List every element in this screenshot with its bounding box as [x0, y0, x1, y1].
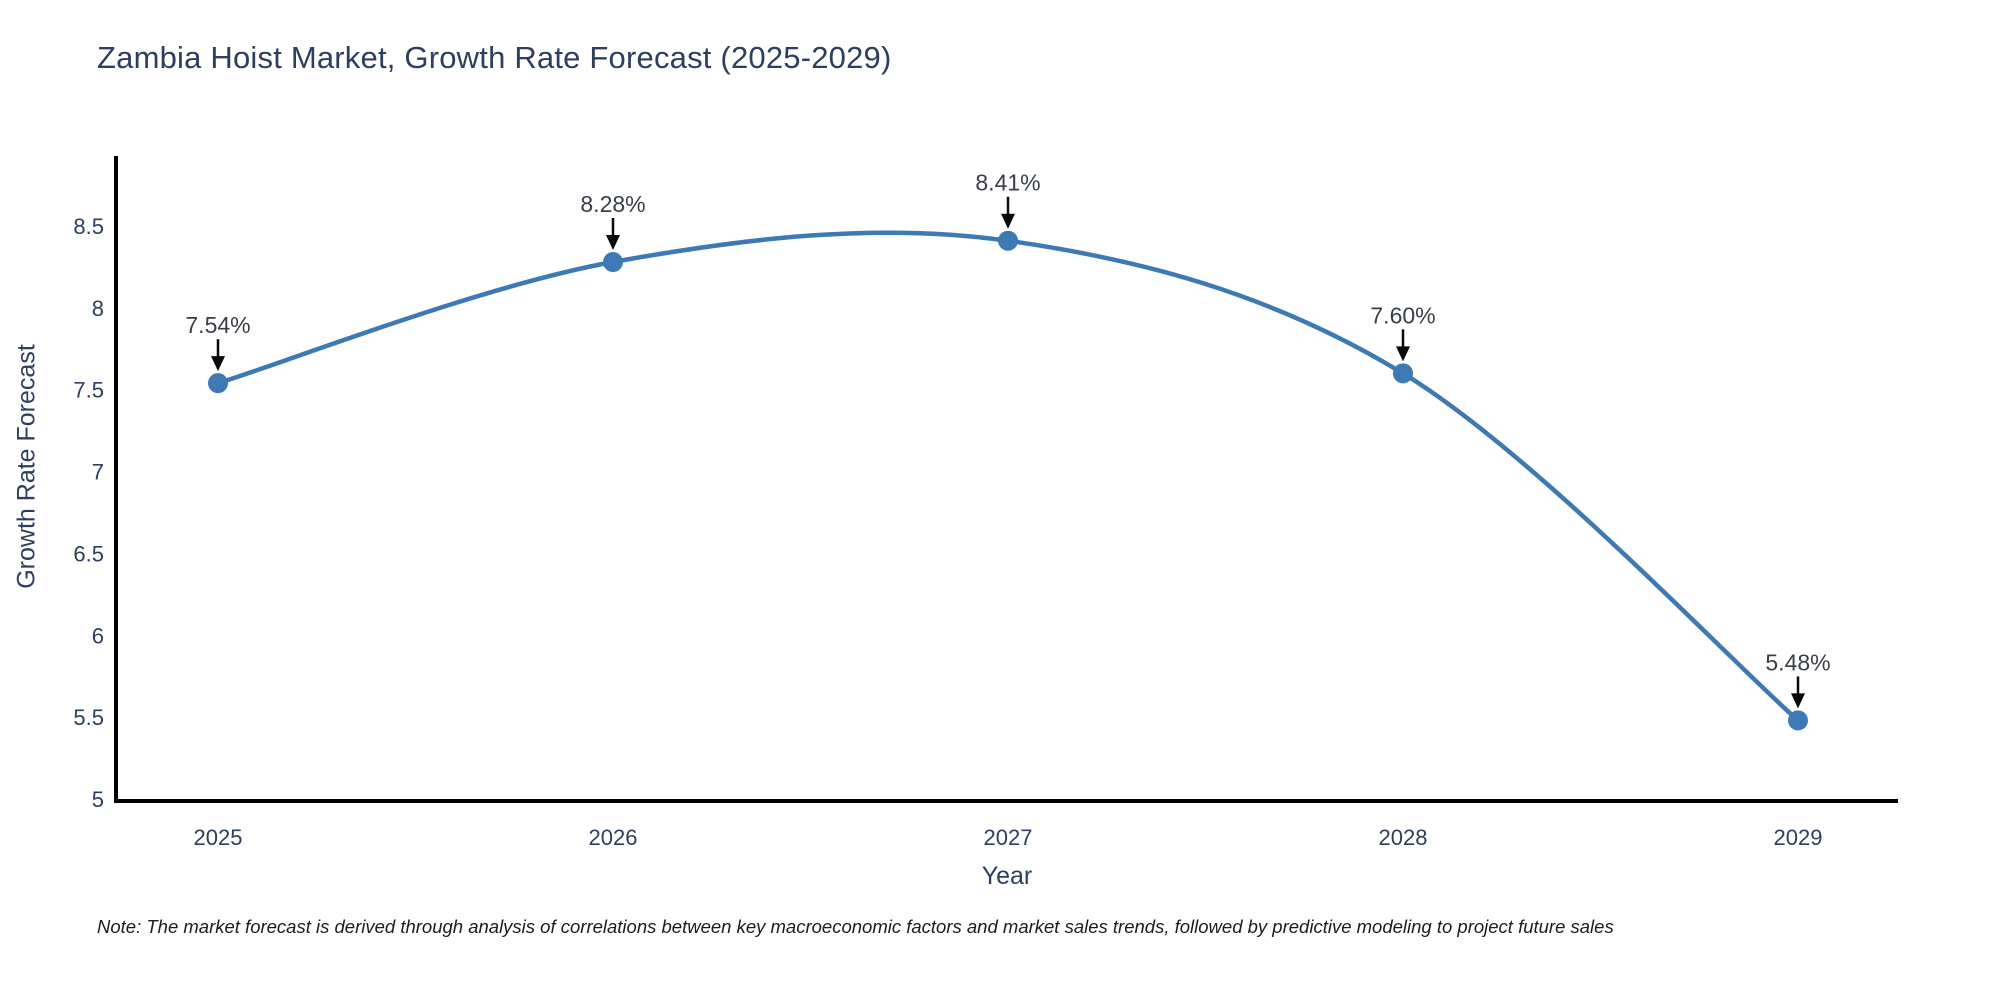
- y-tick-label: 6: [92, 623, 104, 648]
- y-tick-label: 8: [92, 296, 104, 321]
- y-tick-label: 6.5: [73, 541, 104, 566]
- data-point-marker: [998, 230, 1018, 251]
- x-tick-label: 2027: [984, 825, 1033, 850]
- data-point-marker: [1393, 363, 1413, 384]
- y-tick-label: 5.5: [73, 705, 104, 730]
- annotation-arrow-head: [606, 235, 620, 251]
- footnote: Note: The market forecast is derived thr…: [97, 916, 1614, 937]
- y-tick-label: 5: [92, 787, 104, 812]
- data-point-marker: [1788, 710, 1808, 731]
- x-axis-title: Year: [981, 862, 1033, 890]
- point-label: 8.28%: [580, 191, 645, 217]
- data-point-marker: [603, 252, 623, 273]
- point-label: 7.54%: [185, 312, 250, 338]
- point-label: 5.48%: [1765, 649, 1830, 675]
- y-tick-label: 7: [92, 460, 104, 485]
- point-label: 7.60%: [1370, 302, 1435, 328]
- point-label: 8.41%: [975, 170, 1040, 196]
- x-tick-label: 2026: [589, 825, 638, 850]
- chart-title: Zambia Hoist Market, Growth Rate Forecas…: [97, 40, 892, 75]
- annotation-arrow-head: [211, 356, 225, 372]
- annotation-arrow-head: [1396, 346, 1410, 362]
- x-tick-label: 2029: [1774, 825, 1823, 850]
- y-tick-label: 7.5: [73, 378, 104, 403]
- annotation-arrow-head: [1791, 693, 1805, 709]
- annotation-arrow-head: [1001, 213, 1015, 229]
- x-tick-label: 2025: [194, 825, 243, 850]
- y-tick-label: 8.5: [73, 214, 104, 239]
- trend-line: [215, 230, 1801, 723]
- x-tick-label: 2028: [1379, 825, 1428, 850]
- data-point-marker: [208, 373, 228, 394]
